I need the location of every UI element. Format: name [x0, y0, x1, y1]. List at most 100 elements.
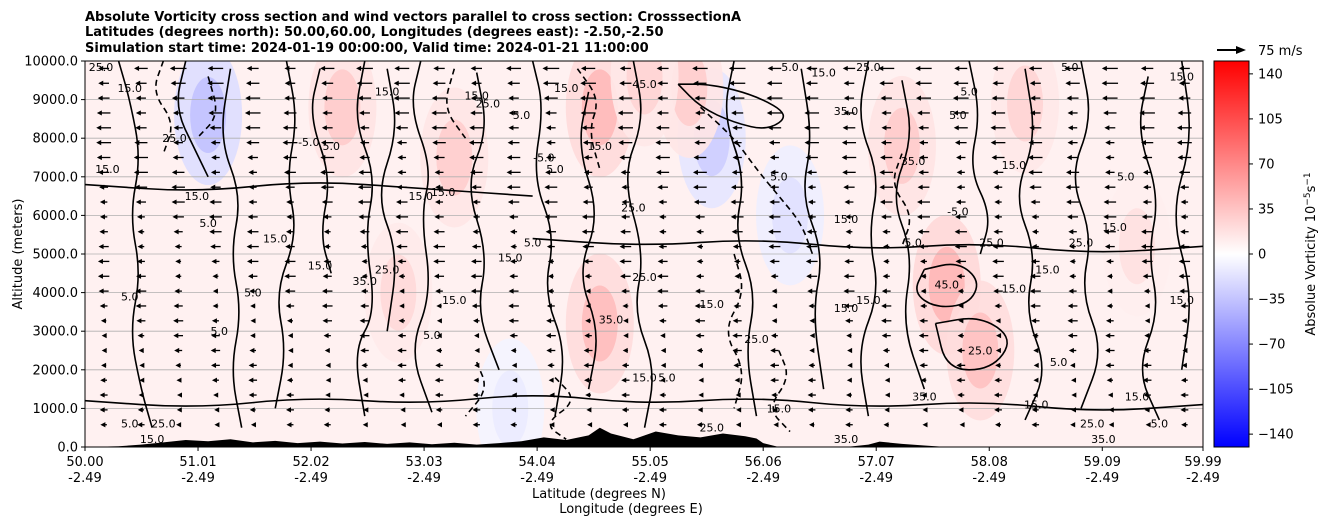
wind-arrow-head	[135, 303, 141, 309]
wind-arrow-head	[101, 333, 107, 339]
wind-arrow-head	[995, 422, 1001, 428]
wind-arrow-head	[1103, 199, 1109, 205]
wind-arrow-head	[884, 392, 890, 398]
x-tick-label-lon: -2.49	[1186, 471, 1220, 486]
wind-arrow-head	[98, 288, 104, 294]
contour-label: 45.0	[632, 78, 657, 91]
contour-label: 15.0	[767, 402, 792, 415]
wind-arrow-head	[321, 199, 327, 205]
wind-arrow-head	[1105, 347, 1111, 354]
chart-title-line-3: Simulation start time: 2024-01-19 00:00:…	[85, 41, 649, 56]
wind-arrow-head	[173, 333, 179, 339]
wind-arrow-head	[808, 362, 814, 368]
wind-arrow-head	[695, 288, 701, 294]
wind-arrow-head	[696, 273, 702, 279]
vorticity-core	[1007, 65, 1044, 142]
wind-arrow-head	[919, 318, 925, 324]
wind-arrow-head	[919, 362, 925, 368]
wind-arrow-head	[619, 154, 625, 161]
contour-label: 5.0	[524, 236, 542, 249]
wind-arrow-head	[769, 199, 775, 205]
wind-arrow-head	[918, 243, 924, 250]
contour-line-positive	[85, 182, 533, 197]
contour-label: 15.0	[632, 371, 657, 384]
wind-arrow-head	[432, 80, 438, 86]
wind-arrow-head	[1179, 288, 1185, 294]
wind-arrow-head	[356, 80, 362, 86]
wind-arrow-head	[617, 110, 623, 116]
wind-arrow-head	[96, 110, 102, 116]
wind-arrow-head	[767, 65, 773, 72]
wind-arrow-head	[846, 377, 852, 383]
contour-label: 5.0	[322, 140, 340, 153]
x-tick-label-lon: -2.49	[68, 471, 102, 486]
contour-label: 15.0	[1002, 159, 1027, 172]
wind-arrow-head	[324, 243, 330, 250]
x-tick-label-lat: 56.06	[745, 455, 782, 470]
wind-arrow-head	[1065, 184, 1071, 190]
wind-arrow-head	[845, 243, 851, 250]
contour-label: 15.0	[588, 140, 613, 153]
contour-label: 35.0	[901, 155, 926, 168]
wind-arrow-head	[395, 229, 401, 235]
wind-arrow-head	[433, 65, 439, 72]
wind-arrow-head	[693, 154, 699, 161]
wind-arrow-head	[1030, 258, 1036, 265]
wind-arrow-head	[1180, 392, 1186, 398]
wind-arrow-head	[1030, 273, 1036, 279]
contour-label: 15.0	[811, 66, 836, 79]
wind-arrow-head	[397, 258, 403, 265]
wind-arrow-head	[619, 80, 625, 86]
wind-arrow-head	[990, 110, 996, 116]
wind-arrow-head	[733, 362, 739, 368]
wind-arrow-head	[508, 303, 514, 309]
wind-arrow-head	[732, 243, 738, 250]
wind-arrow-head	[547, 362, 553, 368]
wind-arrow-head	[845, 422, 851, 428]
wind-arrow-head	[285, 407, 291, 413]
wind-arrow-head	[658, 199, 664, 205]
wind-arrow-head	[881, 214, 887, 220]
wind-arrow-head	[1178, 258, 1184, 265]
wind-arrow-head	[174, 243, 180, 250]
wind-arrow-head	[1069, 273, 1075, 279]
wind-arrow-head	[992, 169, 998, 175]
wind-arrow-head	[1142, 273, 1148, 279]
wind-arrow-head	[804, 140, 810, 146]
wind-arrow-head	[98, 80, 104, 86]
wind-arrow-head	[1181, 422, 1187, 428]
wind-arrow-head	[469, 154, 475, 161]
wind-arrow-head	[171, 184, 177, 190]
contour-line-positive	[356, 61, 374, 417]
wind-arrow-head	[581, 214, 587, 220]
wind-arrow-head	[396, 140, 402, 146]
wind-arrow-head	[322, 95, 328, 101]
wind-arrow-head	[1032, 392, 1038, 398]
contour-label: 5.0	[781, 61, 799, 74]
wind-arrow-head	[434, 273, 440, 279]
wind-arrow-head	[133, 169, 139, 175]
wind-arrow-head	[247, 258, 253, 265]
wind-arrow-head	[171, 199, 177, 205]
wind-arrow-head	[284, 169, 290, 175]
wind-arrow-head	[1182, 333, 1188, 339]
wind-arrow-head	[322, 318, 328, 324]
wind-arrow-head	[101, 362, 107, 368]
wind-arrow-head	[100, 318, 106, 324]
wind-arrow-head	[805, 154, 811, 161]
wind-arrow-head	[287, 362, 293, 368]
wind-arrow-head	[919, 154, 925, 161]
wind-arrow-head	[546, 347, 552, 354]
wind-arrow-head	[431, 95, 437, 101]
wind-arrow-head	[211, 333, 217, 339]
x-axis-label-lat: Latitude (degrees N)	[532, 487, 666, 502]
wind-arrow-head	[660, 362, 666, 368]
colorbar-ticks: 140 105 70 35 0 −35 −70 −105 −140	[1249, 67, 1294, 443]
wind-arrow-head	[1067, 140, 1073, 146]
wind-arrow-head	[473, 318, 479, 324]
wind-arrow-head	[509, 214, 515, 220]
wind-arrow-head	[585, 303, 591, 309]
wind-arrow-head	[287, 318, 293, 324]
contour-label: 5.0	[1151, 418, 1169, 431]
